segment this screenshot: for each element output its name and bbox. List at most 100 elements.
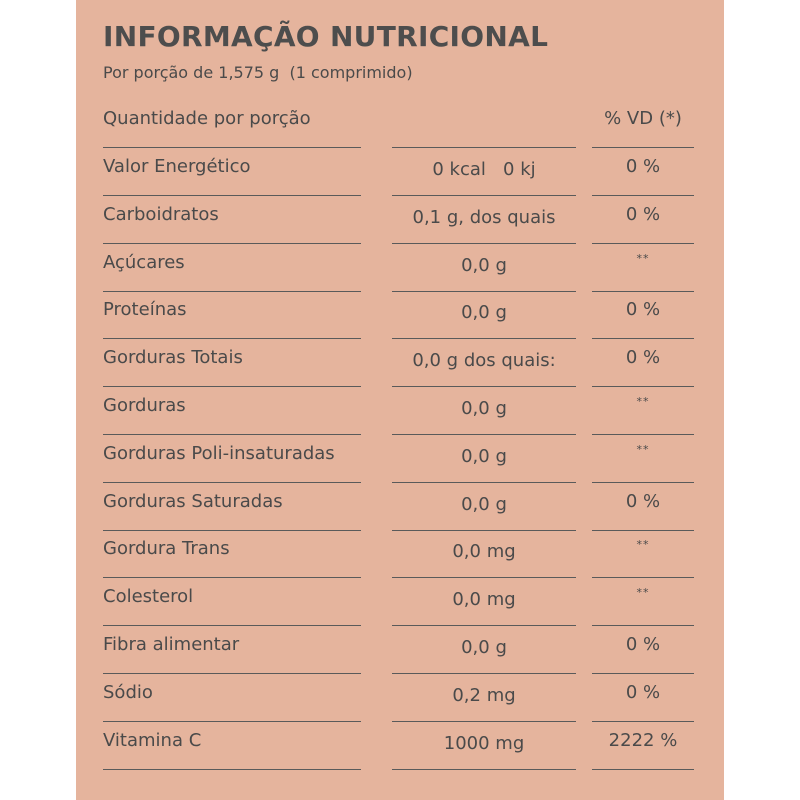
divider <box>103 673 361 674</box>
divider <box>592 481 694 483</box>
nutrient-name: Vitamina C <box>103 729 202 751</box>
nutrient-daily-value: ** <box>636 395 650 408</box>
divider <box>392 768 576 770</box>
nutrient-amount: 0,0 g <box>461 637 507 658</box>
nutrient-amount: 0,0 g <box>461 302 507 324</box>
divider <box>103 147 361 148</box>
nutrient-name: Açúcares <box>103 251 185 273</box>
nutrient-amount: 0,0 g <box>461 398 507 419</box>
divider <box>392 625 576 627</box>
nutrient-daily-value: ** <box>636 538 650 552</box>
divider <box>103 481 361 483</box>
table-row: Carboidratos 0,1 g, dos quais 0 % <box>76 196 724 244</box>
nutrient-name: Gorduras Totais <box>103 347 243 369</box>
nutrient-name: Gorduras Saturadas <box>103 490 283 512</box>
header-quantity-label: Quantidade por porção <box>103 108 311 129</box>
nutrient-name: Fibra alimentar <box>103 634 240 655</box>
nutrient-name: Sódio <box>103 681 153 703</box>
nutrient-daily-value: 2222 % <box>608 729 678 751</box>
table-row: Proteínas 0,0 g 0 % <box>76 291 724 340</box>
divider <box>392 673 576 674</box>
divider <box>392 147 576 148</box>
divider <box>392 338 576 340</box>
nutrition-title: INFORMAÇÃO NUTRICIONAL <box>103 20 549 53</box>
nutrient-daily-value: ** <box>636 442 650 456</box>
divider <box>392 529 576 531</box>
divider <box>103 625 361 627</box>
divider <box>592 673 694 674</box>
nutrient-daily-value: 0 % <box>625 681 661 703</box>
nutrient-amount: 0,0 g dos quais: <box>412 350 556 372</box>
divider <box>592 529 694 531</box>
divider <box>392 386 576 388</box>
divider <box>392 290 576 292</box>
table-row: Gorduras Saturadas 0,0 g 0 % <box>76 483 724 531</box>
table-row: Gorduras 0,0 g ** <box>76 387 724 435</box>
nutrient-amount: 0,0 g <box>461 445 507 467</box>
divider <box>103 434 361 435</box>
nutrient-name: Colesterol <box>103 586 194 608</box>
nutrient-daily-value: 0 % <box>625 347 661 369</box>
divider <box>592 625 694 627</box>
nutrient-name: Valor Energético <box>103 156 251 177</box>
nutrient-daily-value: 0 % <box>625 203 661 225</box>
nutrient-amount: 0 kcal 0 kj <box>432 159 536 180</box>
nutrient-daily-value: 0 % <box>625 490 661 512</box>
nutrient-amount: 0,0 g <box>461 493 507 515</box>
nutrient-amount: 0,0 mg <box>452 589 516 611</box>
table-row: Açúcares 0,0 g ** <box>76 244 724 292</box>
divider <box>592 195 694 196</box>
table-row: Valor Energético 0 kcal 0 kj 0 % <box>76 148 724 196</box>
divider <box>103 242 361 244</box>
divider <box>592 386 694 388</box>
serving-size: Por porção de 1,575 g (1 comprimido) <box>103 63 413 82</box>
nutrient-daily-value: 0 % <box>625 156 661 177</box>
divider <box>103 577 361 579</box>
nutrient-daily-value: 0 % <box>625 299 661 321</box>
divider <box>392 720 576 722</box>
table-header-row: Quantidade por porção % VD (*) <box>76 100 724 148</box>
divider <box>592 338 694 340</box>
table-row: Colesterol 0,0 mg ** <box>76 578 724 627</box>
divider <box>103 195 361 196</box>
divider <box>592 290 694 292</box>
divider <box>103 386 361 388</box>
table-row: Vitamina C 1000 mg 2222 % <box>76 722 724 770</box>
divider <box>592 577 694 579</box>
nutrient-amount: 0,0 g <box>461 254 507 276</box>
nutrient-name: Carboidratos <box>103 203 219 225</box>
nutrition-label: INFORMAÇÃO NUTRICIONAL Por porção de 1,5… <box>76 0 724 800</box>
header-vd-label: % VD (*) <box>604 108 682 129</box>
nutrient-daily-value: ** <box>636 251 650 265</box>
divider <box>592 720 694 722</box>
divider <box>392 481 576 483</box>
nutrient-daily-value: 0 % <box>625 634 661 655</box>
divider <box>103 768 361 770</box>
divider <box>103 290 361 292</box>
nutrient-name: Gorduras <box>103 395 186 416</box>
divider <box>103 529 361 531</box>
nutrient-amount: 1000 mg <box>443 732 525 754</box>
divider <box>392 434 576 435</box>
table-row: Gordura Trans 0,0 mg ** <box>76 530 724 579</box>
divider <box>392 242 576 244</box>
nutrient-name: Gorduras Poli-insaturadas <box>103 442 335 464</box>
table-row: Sódio 0,2 mg 0 % <box>76 674 724 722</box>
divider <box>392 195 576 196</box>
divider <box>592 242 694 244</box>
table-row: Gorduras Poli-insaturadas 0,0 g ** <box>76 435 724 483</box>
divider <box>392 577 576 579</box>
divider <box>592 147 694 148</box>
nutrient-amount: 0,1 g, dos quais <box>412 206 556 228</box>
divider <box>103 338 361 340</box>
table-row: Gorduras Totais 0,0 g dos quais: 0 % <box>76 339 724 388</box>
nutrient-amount: 0,2 mg <box>452 684 516 706</box>
nutrient-amount: 0,0 mg <box>452 541 516 563</box>
divider <box>592 434 694 435</box>
divider <box>103 720 361 722</box>
nutrient-daily-value: ** <box>636 586 650 600</box>
table-row: Fibra alimentar 0,0 g 0 % <box>76 626 724 674</box>
divider <box>592 768 694 770</box>
nutrient-name: Gordura Trans <box>103 538 230 560</box>
nutrient-name: Proteínas <box>103 299 187 321</box>
